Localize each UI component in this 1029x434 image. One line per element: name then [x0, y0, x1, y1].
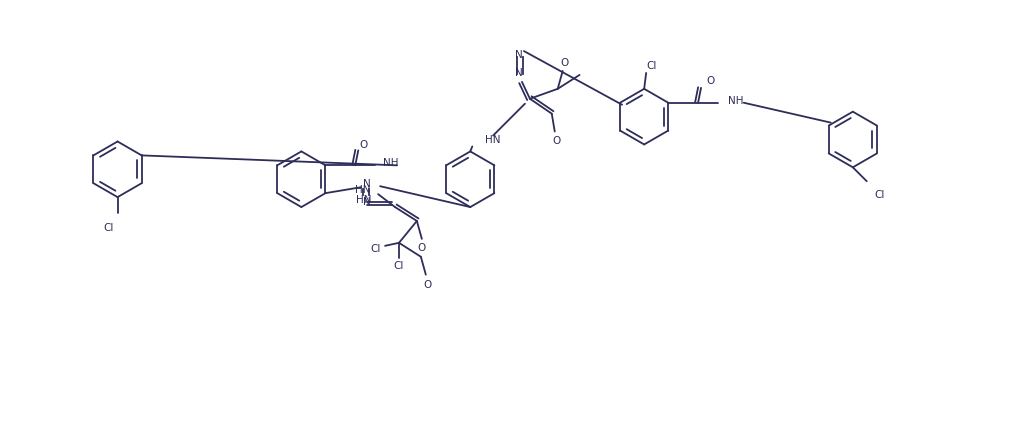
Text: O: O: [418, 242, 426, 252]
Text: Cl: Cl: [104, 223, 114, 233]
Text: Cl: Cl: [875, 190, 885, 200]
Text: O: O: [706, 76, 714, 85]
Text: O: O: [424, 279, 432, 289]
Text: NH: NH: [383, 158, 398, 168]
Text: Cl: Cl: [370, 243, 381, 253]
Text: Cl: Cl: [394, 260, 404, 270]
Text: N: N: [363, 197, 371, 207]
Text: O: O: [553, 136, 561, 146]
Text: HN: HN: [355, 185, 370, 195]
Text: NH: NH: [728, 95, 743, 105]
Text: O: O: [561, 58, 569, 68]
Text: Cl: Cl: [646, 61, 657, 71]
Text: HN: HN: [486, 134, 501, 144]
Text: N: N: [363, 179, 371, 189]
Text: O: O: [359, 140, 367, 150]
Text: HN: HN: [356, 195, 371, 205]
Text: N: N: [516, 68, 523, 78]
Text: N: N: [516, 50, 523, 60]
